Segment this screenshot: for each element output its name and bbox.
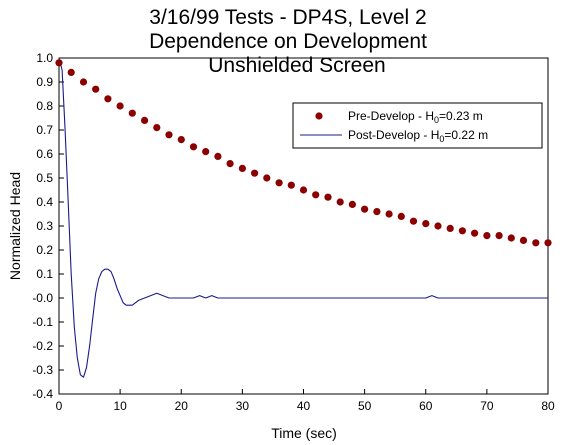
data-point-pre-develop	[92, 85, 100, 93]
x-tick-label: 70	[480, 399, 494, 413]
data-point-pre-develop	[299, 186, 308, 194]
legend-entry-pre-develop-prefix: Pre-Develop - H	[348, 109, 434, 123]
data-point-pre-develop	[79, 78, 88, 86]
data-point-pre-develop	[275, 179, 283, 187]
data-point-pre-develop	[104, 95, 112, 103]
y-tick-label: 0.6	[36, 147, 53, 161]
data-point-pre-develop	[434, 222, 442, 230]
data-point-pre-develop	[165, 131, 173, 139]
data-point-pre-develop	[422, 220, 430, 228]
data-point-pre-develop	[507, 234, 515, 242]
data-point-pre-develop	[373, 208, 381, 216]
chart-title-line-3: Unshielded Screen	[208, 54, 385, 77]
x-tick-label: 60	[419, 399, 433, 413]
x-axis-label: Time (sec)	[271, 425, 337, 441]
data-point-pre-develop	[141, 116, 149, 124]
y-tick-label: 0.8	[36, 99, 53, 113]
x-tick-label: 20	[175, 399, 189, 413]
y-tick-label: 1.0	[36, 51, 53, 65]
data-point-pre-develop	[361, 205, 369, 213]
data-point-pre-develop	[336, 198, 344, 206]
x-tick-label: 80	[541, 399, 555, 413]
legend-entry-post-develop-sub: 0	[439, 134, 444, 144]
x-tick-label: 50	[358, 399, 372, 413]
data-point-pre-develop	[214, 152, 222, 160]
x-tick-label: 40	[297, 399, 311, 413]
x-tick-label: 0	[56, 399, 63, 413]
data-point-pre-develop	[287, 181, 295, 189]
data-point-pre-develop	[153, 124, 161, 132]
y-axis: 1.0 0.9 0.8 0.7 0.6 0.5 0.4 0.3 0.2 0.1 -0.0 -0.1 -0…	[32, 51, 64, 401]
y-tick-label: 0.3	[36, 219, 53, 233]
data-point-pre-develop	[67, 68, 75, 76]
legend-entry-post-develop-suffix: =0.22 m	[444, 128, 488, 142]
data-point-pre-develop	[385, 210, 393, 218]
data-point-pre-develop	[471, 229, 479, 237]
data-point-pre-develop	[238, 164, 246, 172]
legend: Pre-Develop - H0=0.23 m Post-Develop - H…	[292, 102, 543, 149]
x-axis: 0 10 20 30 40 50 60 70 80	[56, 389, 555, 413]
legend-entry-pre-develop: Pre-Develop - H0=0.23 m	[348, 109, 483, 125]
data-point-pre-develop	[397, 212, 405, 220]
chart-title: 3/16/99 Tests - DP4S, Level 2 Dependence…	[149, 6, 427, 77]
y-axis-label: Normalized Head	[7, 172, 23, 280]
legend-entry-post-develop-prefix: Post-Develop - H	[348, 128, 439, 142]
legend-box	[292, 102, 543, 149]
data-point-pre-develop	[458, 227, 466, 235]
data-point-pre-develop	[55, 59, 63, 67]
y-tick-label: 0.2	[36, 243, 53, 257]
y-tick-label: -0.3	[32, 363, 53, 377]
y-tick-label: 0.1	[36, 267, 53, 281]
x-tick-label: 10	[113, 399, 127, 413]
data-point-pre-develop	[263, 174, 271, 182]
legend-entry-pre-develop-sub: 0	[434, 115, 439, 125]
data-point-pre-develop	[409, 217, 418, 225]
chart-title-line-1: 3/16/99 Tests - DP4S, Level 2	[149, 6, 426, 29]
y-tick-label: 0.4	[36, 195, 53, 209]
data-point-pre-develop	[226, 160, 234, 168]
data-point-pre-develop	[189, 143, 198, 151]
data-point-pre-develop	[544, 239, 552, 247]
y-tick-label: -0.0	[32, 291, 53, 305]
data-point-pre-develop	[177, 136, 185, 144]
data-point-pre-develop	[446, 224, 454, 232]
y-tick-label: 0.5	[36, 171, 53, 185]
y-tick-label: -0.1	[32, 315, 53, 329]
legend-entry-pre-develop-suffix: =0.23 m	[439, 109, 483, 123]
data-point-pre-develop	[532, 239, 540, 247]
y-tick-label: 0.9	[36, 75, 53, 89]
data-point-pre-develop	[251, 169, 259, 177]
legend-marker-pre-develop	[315, 112, 323, 120]
legend-entry-post-develop: Post-Develop - H0=0.22 m	[348, 128, 488, 144]
y-tick-label: 0.7	[36, 123, 53, 137]
y-tick-label: -0.2	[32, 339, 53, 353]
y-tick-label: -0.4	[32, 387, 53, 401]
data-point-pre-develop	[324, 193, 332, 201]
series-layer	[55, 57, 552, 378]
data-point-pre-develop	[128, 109, 136, 117]
data-point-pre-develop	[202, 148, 210, 156]
data-point-pre-develop	[312, 191, 320, 199]
data-point-pre-develop	[495, 232, 503, 240]
x-tick-label: 30	[236, 399, 250, 413]
series-line-post-develop	[58, 57, 548, 378]
data-point-pre-develop	[519, 236, 528, 244]
data-point-pre-develop	[483, 232, 491, 240]
data-point-pre-develop	[116, 102, 124, 110]
data-point-pre-develop	[348, 200, 356, 208]
chart-title-line-2: Dependence on Development	[149, 30, 427, 53]
